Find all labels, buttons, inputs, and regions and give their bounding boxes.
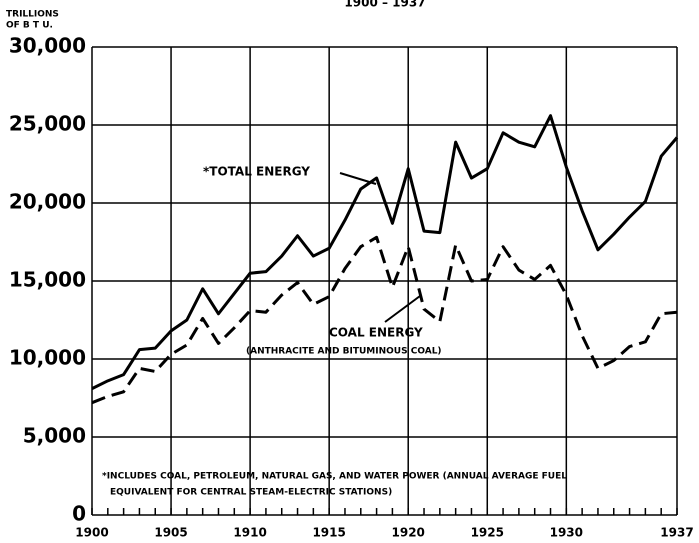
x-tick-label: 1900 [75, 526, 108, 540]
series-line [91, 235, 678, 405]
y-axis-label: TRILLIONS [6, 10, 59, 20]
y-tick-label: 10,000 [9, 346, 86, 370]
arrow [384, 295, 421, 323]
y-tick-label: 15,000 [9, 268, 86, 292]
y-tick-label: 20,000 [9, 190, 86, 214]
x-tick-label: 1925 [471, 526, 504, 540]
annotation: COAL ENERGY [329, 326, 423, 340]
x-tick-label: 1930 [550, 526, 583, 540]
x-tick-label: 1905 [154, 526, 187, 540]
y-tick-label: 25,000 [9, 112, 86, 136]
annotation: (ANTHRACITE AND BITUMINOUS COAL) [246, 347, 442, 357]
x-tick-label: 1937 [660, 526, 693, 540]
y-axis-label: OF B T U. [6, 21, 53, 31]
x-tick-label: 1915 [312, 526, 345, 540]
series-line [91, 114, 679, 390]
y-tick-label: 30,000 [9, 34, 86, 58]
chart-subtitle: 1900 – 1937 [344, 0, 425, 10]
annotation: *TOTAL ENERGY [203, 165, 310, 179]
x-tick-label: 1920 [392, 526, 425, 540]
y-tick-label: 5,000 [23, 424, 86, 448]
y-tick-label: 0 [72, 502, 86, 526]
footnote: *INCLUDES COAL, PETROLEUM, NATURAL GAS, … [102, 472, 567, 482]
footnote: EQUIVALENT FOR CENTRAL STEAM-ELECTRIC ST… [110, 488, 392, 498]
x-tick-label: 1910 [233, 526, 266, 540]
